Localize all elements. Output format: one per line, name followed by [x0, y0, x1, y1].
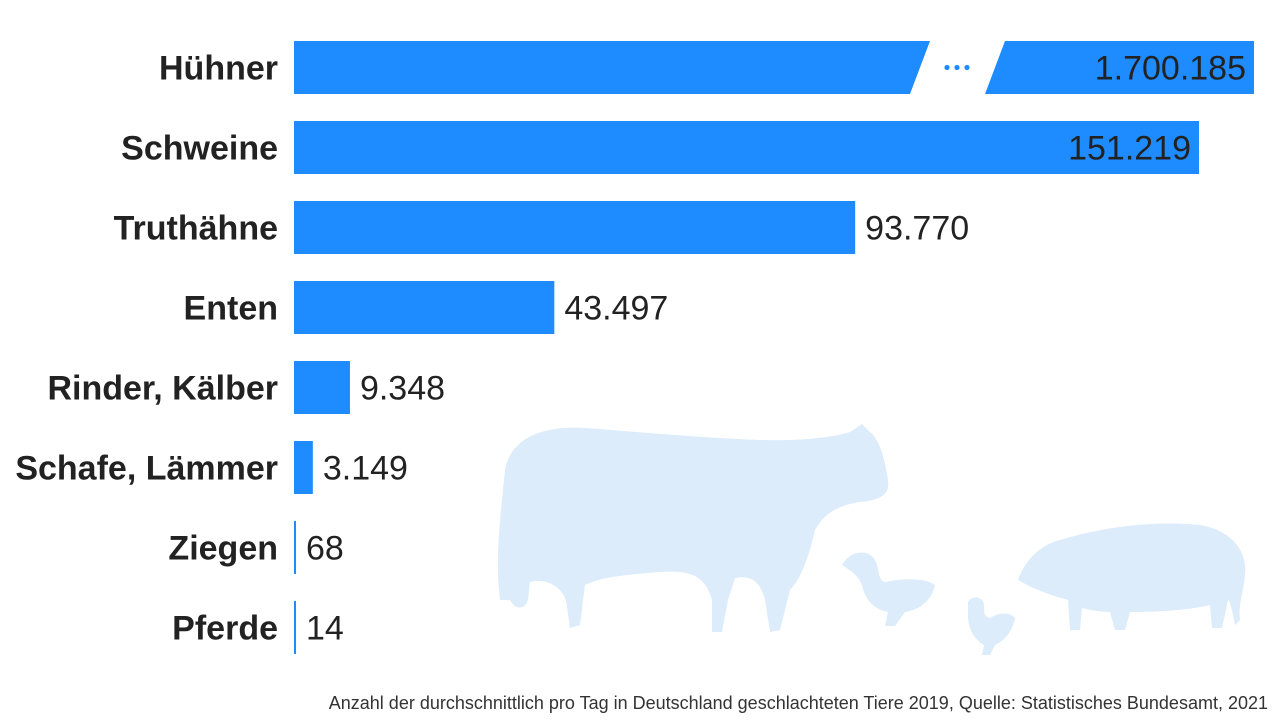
- source-note: Anzahl der durchschnittlich pro Tag in D…: [328, 693, 1268, 713]
- bar-huehner: [294, 41, 930, 94]
- bar-rinder-kaelber: [294, 361, 350, 414]
- value-label-pferde: 14: [306, 610, 344, 648]
- bar-schafe-laemmer: [294, 441, 313, 494]
- axis-break-dot: [954, 64, 960, 71]
- value-label-truthaehne: 93.770: [865, 210, 969, 248]
- value-label-enten: 43.497: [564, 290, 668, 328]
- category-label-huehner: Hühner: [159, 50, 278, 88]
- axis-break-dot: [964, 64, 970, 71]
- category-label-pferde: Pferde: [172, 610, 278, 648]
- duck-silhouette-icon: [842, 552, 935, 626]
- cow-silhouette-icon: [497, 424, 889, 632]
- axis-break-dot: [944, 64, 950, 71]
- value-label-huehner: 1.700.185: [1095, 50, 1246, 88]
- value-label-rinder-kaelber: 9.348: [360, 370, 445, 408]
- value-label-schafe-laemmer: 3.149: [323, 450, 408, 488]
- category-label-truthaehne: Truthähne: [114, 210, 278, 248]
- category-label-schweine: Schweine: [121, 130, 278, 168]
- bar-ziegen: [294, 521, 296, 574]
- bar-enten: [294, 281, 555, 334]
- bar-pferde: [294, 601, 296, 654]
- category-label-rinder-kaelber: Rinder, Kälber: [47, 370, 278, 408]
- pig-silhouette-icon: [1018, 523, 1246, 630]
- category-label-enten: Enten: [184, 290, 278, 328]
- value-label-schweine: 151.219: [1068, 130, 1191, 168]
- category-label-schafe-laemmer: Schafe, Lämmer: [15, 450, 278, 488]
- bar-huehner-continued: [985, 41, 1254, 94]
- bar-schweine: [294, 121, 1199, 174]
- chicken-silhouette-icon: [968, 597, 1015, 655]
- value-label-ziegen: 68: [306, 530, 344, 568]
- animal-silhouettes: [497, 424, 1246, 655]
- category-label-ziegen: Ziegen: [168, 530, 278, 568]
- bar-truthaehne: [294, 201, 856, 254]
